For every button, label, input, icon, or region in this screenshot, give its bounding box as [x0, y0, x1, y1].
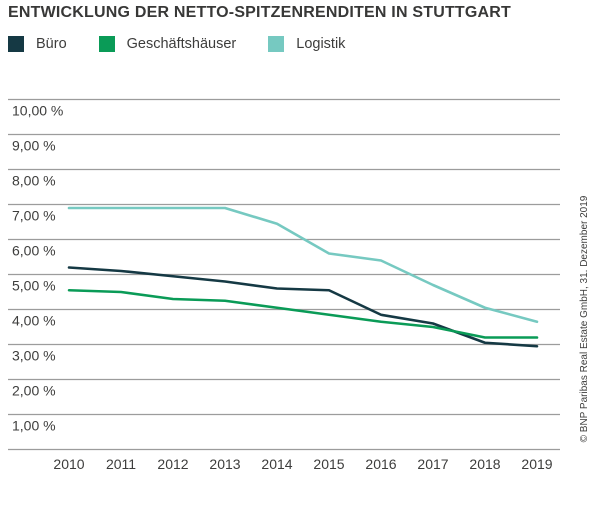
legend-swatch-icon — [8, 36, 24, 52]
y-tick-label-7-percent: 7,00 % — [12, 208, 56, 224]
x-tick-label-2017: 2017 — [417, 456, 448, 472]
y-tick-label-8-percent: 8,00 % — [12, 173, 56, 189]
y-tick-label-4-percent: 4,00 % — [12, 313, 56, 329]
x-tick-label-2014: 2014 — [261, 456, 292, 472]
legend-item-b-ro: Büro — [8, 36, 67, 52]
x-tick-label-2019: 2019 — [521, 456, 552, 472]
y-tick-label-6-percent: 6,00 % — [12, 243, 56, 259]
x-tick-label-2016: 2016 — [365, 456, 396, 472]
legend-swatch-icon — [268, 36, 285, 52]
chart-legend: Büro Geschäftshäuser Logistik — [8, 36, 377, 52]
y-tick-label-5-percent: 5,00 % — [12, 278, 56, 294]
y-tick-label-2-percent: 2,00 % — [12, 383, 56, 399]
legend-label: Büro — [36, 36, 67, 52]
chart-title: ENTWICKLUNG DER NETTO-SPITZENRENDITEN IN… — [8, 4, 512, 21]
source-attribution: © BNP Paribas Real Estate GmbH, 31. Deze… — [579, 195, 590, 443]
legend-swatch-icon — [98, 36, 115, 52]
x-tick-label-2011: 2011 — [106, 456, 136, 472]
legend-item-gesch-ftsh-user: Geschäftshäuser — [98, 36, 237, 52]
y-tick-label-1-percent: 1,00 % — [12, 418, 56, 434]
y-tick-label-10-percent: 10,00 % — [12, 103, 63, 119]
x-tick-label-2018: 2018 — [469, 456, 500, 472]
x-tick-label-2015: 2015 — [313, 456, 344, 472]
legend-label: Logistik — [296, 36, 346, 52]
x-tick-label-2013: 2013 — [209, 456, 240, 472]
series-line-logistik — [67, 206, 539, 324]
x-tick-label-2010: 2010 — [53, 456, 84, 472]
legend-item-logistik: Logistik — [268, 36, 345, 52]
x-tick-label-2012: 2012 — [157, 456, 188, 472]
y-tick-label-3-percent: 3,00 % — [12, 348, 56, 364]
y-tick-label-9-percent: 9,00 % — [12, 138, 56, 154]
series-line-gesch-ftsh-user — [67, 288, 539, 339]
legend-label: Geschäftshäuser — [126, 36, 237, 52]
